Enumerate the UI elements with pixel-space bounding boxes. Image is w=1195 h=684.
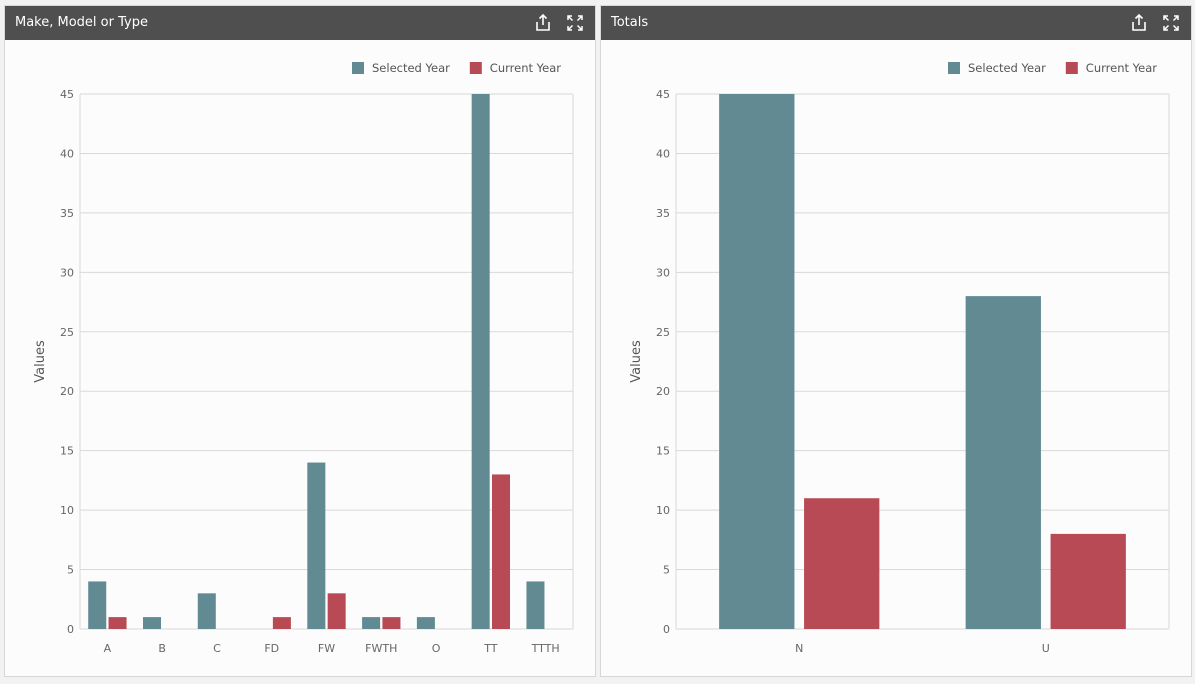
y-tick-label: 20 [60,385,74,398]
y-tick-label: 25 [656,326,670,339]
y-tick-label: 10 [60,504,74,517]
bar-selected-year-ttth[interactable] [526,581,545,629]
share-icon[interactable] [1129,13,1149,33]
bar-selected-year-tt[interactable] [471,94,490,629]
bar-selected-year-n[interactable] [719,94,795,629]
x-tick-label: U [1042,642,1050,655]
y-tick-label: 15 [656,445,670,458]
panel-header: Make, Model or Type [5,6,595,40]
y-tick-label: 30 [656,266,670,279]
bar-selected-year-c[interactable] [197,593,216,629]
x-tick-label: N [795,642,803,655]
y-tick-label: 25 [60,326,74,339]
bar-selected-year-u[interactable] [965,296,1041,629]
expand-icon[interactable] [1161,13,1181,33]
legend-label[interactable]: Selected Year [372,61,450,75]
y-tick-label: 35 [60,207,74,220]
y-tick-label: 45 [60,88,74,101]
y-tick-label: 0 [663,623,670,636]
x-tick-label: FWTH [365,642,397,655]
x-tick-label: TTTH [531,642,560,655]
legend-label[interactable]: Selected Year [968,61,1046,75]
bar-current-year-fd[interactable] [272,617,291,629]
bar-current-year-a[interactable] [108,617,127,629]
legend-label[interactable]: Current Year [490,61,561,75]
bar-selected-year-b[interactable] [142,617,162,629]
bar-chart-make-model: 0 5 10 15 20 25 30 35 40 45 Values A B C FD FW FWTH O TT TT… [33,61,574,655]
panel-title: Make, Model or Type [15,15,148,30]
bar-current-year-tt[interactable] [491,474,511,629]
x-tick-label: A [104,642,112,655]
bar-selected-year-fwth[interactable] [362,617,381,629]
y-tick-label: 40 [656,147,670,160]
panel-title: Totals [611,15,649,30]
chart-panel-totals: Totals 0 5 10 15 20 25 30 35 40 45 Values N U Selecte… [600,5,1192,677]
x-tick-label: O [432,642,441,655]
y-axis-title: Values [629,340,644,383]
y-tick-label: 15 [60,445,74,458]
chart-panel-make-model: Make, Model or Type 0 5 10 15 20 25 30 35 40 45 Va… [4,5,596,677]
bar-current-year-u[interactable] [1050,533,1126,629]
legend-swatch [352,62,364,74]
y-tick-label: 5 [67,564,74,577]
bar-chart-totals: 0 5 10 15 20 25 30 35 40 45 Values N U Selected Year C… [629,61,1170,655]
y-tick-label: 45 [656,88,670,101]
expand-icon[interactable] [565,13,585,33]
y-tick-label: 20 [656,385,670,398]
y-tick-label: 10 [656,504,670,517]
bar-selected-year-fw[interactable] [307,462,326,629]
x-tick-label: B [158,642,166,655]
y-tick-label: 5 [663,564,670,577]
y-tick-label: 30 [60,266,74,279]
legend-swatch [469,62,482,74]
panel-header: Totals [601,6,1191,40]
x-tick-label: TT [483,642,498,655]
legend-swatch [1065,62,1078,74]
x-tick-label: FD [264,642,279,655]
x-tick-label: FW [318,642,335,655]
bar-selected-year-a[interactable] [88,581,107,629]
bar-current-year-n[interactable] [804,498,880,629]
legend-label[interactable]: Current Year [1086,61,1157,75]
y-tick-label: 40 [60,147,74,160]
y-tick-label: 35 [656,207,670,220]
bar-current-year-fwth[interactable] [382,617,401,629]
bar-current-year-fw[interactable] [327,593,346,629]
y-axis-title: Values [33,340,48,383]
bar-selected-year-o[interactable] [416,617,435,629]
share-icon[interactable] [533,13,553,33]
y-tick-label: 0 [67,623,74,636]
x-tick-label: C [213,642,221,655]
legend-swatch [948,62,960,74]
